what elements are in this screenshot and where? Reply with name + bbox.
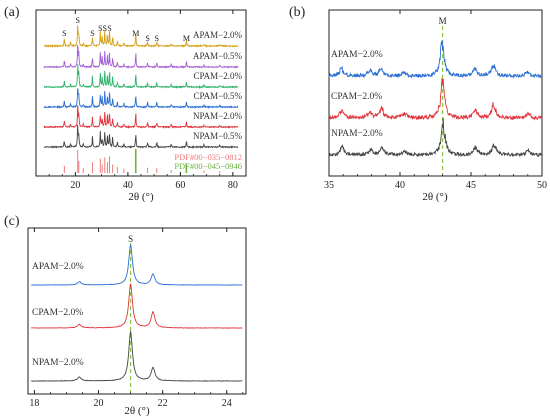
panel-a-peak-marker: S bbox=[155, 34, 159, 43]
panel-a-series-labels: APAM−2.0% APAM−0.5% CPAM−2.0% CPAM−0.5% NPAM… bbox=[193, 30, 243, 141]
panel-c-series-label: CPAM−2.0% bbox=[32, 308, 83, 318]
panel-b-xlabel: 2θ (°) bbox=[422, 191, 448, 203]
panel-b-series-line bbox=[328, 77, 542, 121]
panel-a-reference-label: PDF#00−045−0946 bbox=[174, 161, 242, 171]
panel-c-series bbox=[30, 243, 243, 382]
panel-a-xtick-label: 20 bbox=[70, 180, 80, 191]
panel-a-peak-marker: S bbox=[145, 34, 149, 43]
panel-b-series-line bbox=[328, 40, 542, 79]
panel-a-series-line bbox=[43, 105, 239, 129]
panel-b: 35 40 45 50 M APAM−2.0% CPAM−2.0% NPAM−2.0% 2… bbox=[324, 9, 547, 203]
panel-b-xtick-label: 35 bbox=[324, 180, 334, 191]
panel-label-b: (b) bbox=[289, 5, 306, 20]
panel-a-series-label: APAM−0.5% bbox=[193, 51, 243, 61]
panel-c-xtick-label: 22 bbox=[158, 398, 168, 409]
panel-c-frame bbox=[27, 227, 247, 395]
panel-b-frame bbox=[328, 9, 543, 177]
panel-a-peak-marker: M bbox=[183, 34, 190, 43]
panel-a-xtick-label: 40 bbox=[123, 180, 133, 191]
panel-b-series-label: NPAM−2.0% bbox=[331, 129, 383, 139]
panel-c-series-label: APAM−2.0% bbox=[32, 262, 84, 272]
panel-c-xtick-label: 20 bbox=[94, 398, 104, 409]
panel-c-peak-markers: S bbox=[128, 234, 133, 244]
panel-a-ticks: 20 40 60 80 bbox=[35, 10, 247, 191]
panel-a-xtick-label: 80 bbox=[228, 180, 238, 191]
panel-b-series-label: CPAM−2.0% bbox=[331, 92, 382, 102]
panel-b-series-line bbox=[328, 117, 542, 158]
panel-b-xtick-label: 40 bbox=[395, 180, 405, 191]
panel-a-peak-marker: S bbox=[107, 24, 111, 33]
panel-a-series-label: APAM−2.0% bbox=[193, 30, 243, 40]
panel-a-peak-marker: S bbox=[62, 29, 66, 38]
panel-c-series-line bbox=[30, 282, 243, 329]
panel-a-peak-marker: S bbox=[98, 24, 102, 33]
panel-a-series-line bbox=[43, 63, 239, 90]
panel-a-peak-marker: S bbox=[90, 29, 94, 38]
panel-c-xlabel: 2θ (°) bbox=[124, 405, 150, 417]
panel-label-a: (a) bbox=[4, 5, 20, 20]
panel-c-series-line bbox=[31, 243, 243, 286]
panel-b-xtick-label: 50 bbox=[537, 180, 547, 191]
panel-c-ticks: 18 20 22 24 bbox=[29, 228, 244, 409]
panel-c-peak-marker: S bbox=[128, 234, 133, 244]
panel-c-xtick-label: 18 bbox=[29, 398, 39, 409]
panel-a-series-line bbox=[43, 44, 239, 69]
panel-b-series bbox=[328, 40, 542, 158]
panel-b-xtick-label: 45 bbox=[466, 180, 476, 191]
panel-a-series-label: CPAM−0.5% bbox=[193, 91, 242, 101]
panel-label-c: (c) bbox=[4, 214, 20, 229]
panel-a-reference-label: PDF#00−035−0812 bbox=[174, 152, 242, 162]
panel-a-peak-marker: S bbox=[76, 16, 80, 25]
panel-c-series-line bbox=[31, 330, 243, 382]
panel-b-series-label: APAM−2.0% bbox=[331, 50, 383, 60]
panel-a-series-line bbox=[43, 124, 239, 149]
panel-a-peak-marker: S bbox=[103, 24, 107, 33]
panel-c-series-labels: APAM−2.0% CPAM−2.0% NPAM−2.0% bbox=[32, 262, 84, 368]
panel-c-series-label: NPAM−2.0% bbox=[32, 358, 84, 368]
panel-a-series-line bbox=[43, 88, 239, 109]
panel-a-series bbox=[43, 25, 239, 149]
panel-a-series-label: NPAM−0.5% bbox=[193, 131, 243, 141]
panel-a-series-label: NPAM−2.0% bbox=[193, 111, 243, 121]
panel-b-peak-markers: M bbox=[439, 16, 447, 26]
panel-c: 18 20 22 24 S APAM−2.0% CPAM−2.0% NPAM−2.0% 2… bbox=[27, 227, 247, 417]
panel-c-xtick-label: 24 bbox=[222, 398, 232, 409]
panel-a-xtick-label: 60 bbox=[175, 180, 185, 191]
panel-b-peak-marker: M bbox=[439, 16, 447, 26]
panel-b-series-labels: APAM−2.0% CPAM−2.0% NPAM−2.0% bbox=[331, 50, 383, 139]
panel-a-series-label: CPAM−2.0% bbox=[193, 71, 242, 81]
panel-a-series-line bbox=[43, 25, 239, 49]
panel-a: 20 40 60 80 PDF#00−035−0812PDF#00−045−0946 … bbox=[35, 9, 247, 203]
panel-a-peak-marker: M bbox=[132, 29, 139, 38]
panel-a-xlabel: 2θ (°) bbox=[128, 191, 154, 203]
panel-b-ticks: 35 40 45 50 bbox=[324, 10, 547, 191]
